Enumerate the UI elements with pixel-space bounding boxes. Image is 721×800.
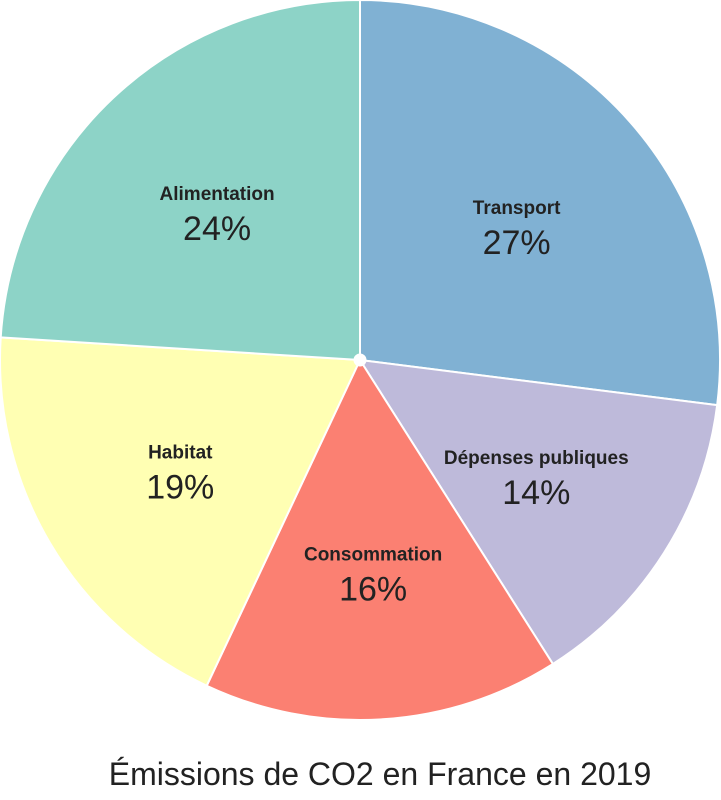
pie-slice-alimentation xyxy=(0,0,361,362)
chart-title: Émissions de CO2 en France en 2019 xyxy=(109,756,652,792)
pie-slice-transport xyxy=(359,0,721,407)
slice-label-alimentation: Alimentation xyxy=(160,184,275,205)
slice-label-depenses-publiques: Dépenses publiques xyxy=(444,448,629,469)
slice-value-habitat: 19% xyxy=(146,468,214,506)
slice-value-depenses-publiques: 14% xyxy=(502,474,570,512)
pie-slice-consommation xyxy=(205,357,555,721)
pie-slices xyxy=(0,0,721,721)
pie-labels: Transport 27% Dépenses publiques 14% Consomm… xyxy=(146,184,628,609)
pie-slice-depenses-publiques xyxy=(358,358,719,666)
slice-value-consommation: 16% xyxy=(339,570,407,608)
slice-label-consommation: Consommation xyxy=(304,544,442,565)
slice-value-transport: 27% xyxy=(483,224,551,262)
pie-center-dot xyxy=(353,353,367,367)
slice-label-transport: Transport xyxy=(473,198,561,219)
slice-label-habitat: Habitat xyxy=(148,442,213,463)
pie-slice-habitat xyxy=(0,336,362,688)
slice-value-alimentation: 24% xyxy=(183,210,251,248)
